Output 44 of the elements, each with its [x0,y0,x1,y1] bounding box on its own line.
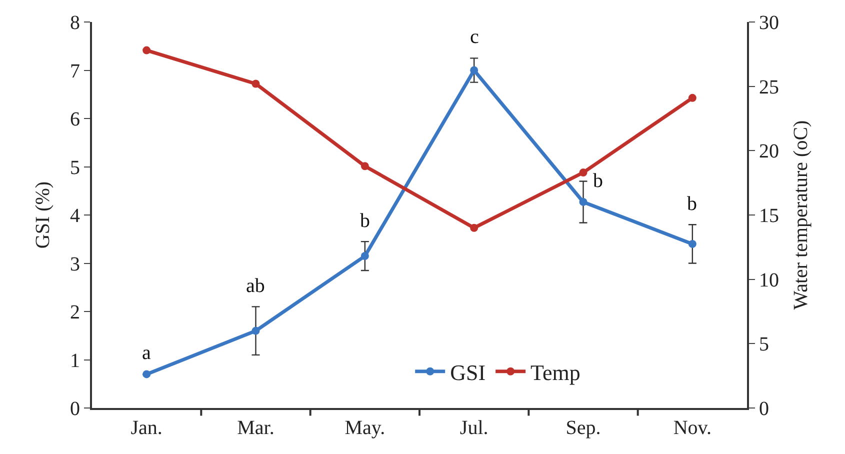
x-tick-label: Sep. [566,417,601,439]
annotation: b [593,170,603,192]
x-tick-label: Jan. [130,417,162,439]
y-tick-label: 5 [70,156,80,179]
y-tick-label: 6 [70,108,80,130]
y2-tick-label: 30 [759,12,779,34]
point [470,224,478,232]
y-tick-label: 7 [70,60,80,82]
y-tick-label: 4 [70,205,80,227]
x-tick-label: Jul. [460,417,488,439]
annotation: c [470,26,479,48]
y-tick-label: 0 [70,398,80,420]
annotation: b [360,210,370,232]
legend-label: Temp [530,360,580,385]
x-tick-label: Nov. [673,417,712,439]
point [142,46,151,54]
y2-tick-label: 0 [759,398,769,420]
y2-tick-label: 15 [759,205,779,227]
point [252,80,260,88]
point [252,326,260,335]
x-tick-label: Mar. [237,417,274,439]
y-tick-label: 1 [70,350,80,372]
point [579,198,588,206]
y2-axis-title: Water temperature (oC) [790,120,812,310]
point [142,370,151,378]
y-tick-label: 3 [70,253,80,276]
y2-tick-label: 5 [759,334,769,356]
legend-label: GSI [450,360,486,385]
y2-tick-label: 10 [759,269,779,292]
point [688,240,696,248]
x-tick-label: May. [344,417,386,439]
y-axis-title: GSI (%) [32,181,54,249]
y-tick-label: 8 [70,12,80,34]
point [470,66,478,74]
y-tick-label: 2 [70,302,80,324]
point [360,252,369,260]
point [688,94,696,102]
y2-tick-label: 20 [759,140,779,163]
annotation: ab [246,275,265,297]
point [579,168,588,177]
annotation: a [142,342,151,364]
point [360,162,369,170]
annotation: b [687,193,697,215]
y2-tick-label: 25 [759,76,779,98]
